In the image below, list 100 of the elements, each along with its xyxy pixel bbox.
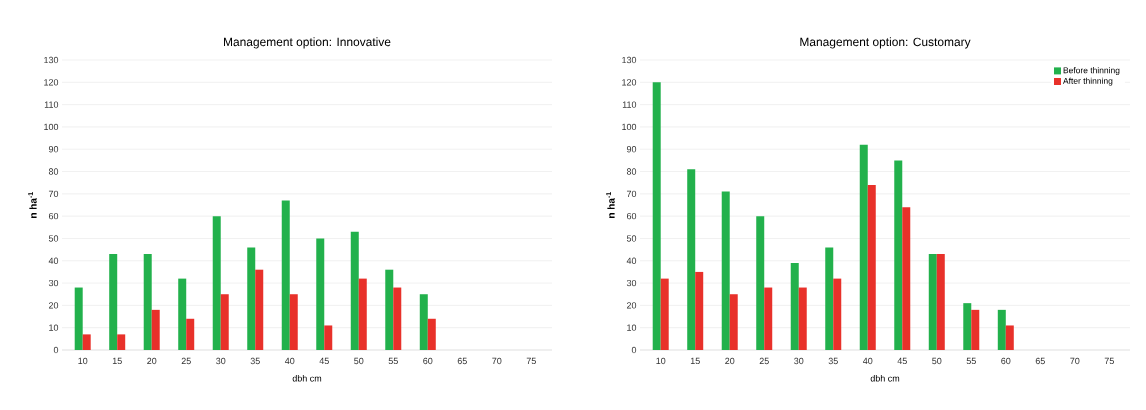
chart-title: Management option: Customary [800, 37, 971, 49]
y-tick-label: 60 [626, 212, 637, 220]
x-axis-title: dbh cm [292, 374, 322, 382]
y-tick-label: 10 [627, 324, 637, 331]
y-tick-label: 40 [48, 257, 59, 264]
bar [117, 334, 126, 350]
legend-label: Before thinning [1063, 67, 1120, 75]
x-tick-label: 15 [690, 357, 700, 365]
y-tick-label: 70 [48, 190, 59, 198]
x-tick-label: 20 [147, 357, 157, 365]
x-tick-label: 75 [1104, 357, 1114, 365]
bar [316, 238, 325, 350]
bar [178, 278, 187, 350]
bar [867, 184, 876, 350]
bar [151, 309, 160, 350]
bar [790, 263, 799, 350]
bar [833, 278, 842, 350]
x-tick-label: 55 [388, 357, 398, 365]
y-tick-label: 80 [48, 168, 59, 175]
bar [186, 318, 195, 350]
y-tick-label: 70 [626, 190, 637, 198]
x-tick-label: 35 [250, 357, 260, 365]
x-tick-label: 30 [794, 357, 804, 365]
bar [324, 325, 333, 350]
bar [687, 169, 696, 350]
bar [393, 287, 402, 350]
x-tick-label: 65 [1035, 357, 1045, 365]
bar [419, 294, 428, 350]
y-tick-label: 90 [48, 146, 59, 153]
x-axis-title: dbh cm [870, 374, 900, 382]
x-tick-label: 20 [725, 357, 735, 365]
y-tick-label: 50 [48, 235, 59, 242]
bar [143, 254, 152, 350]
y-tick-label: 110 [44, 101, 59, 108]
x-tick-label: 60 [423, 357, 433, 365]
y-tick-label: 90 [626, 146, 637, 153]
bar [652, 82, 661, 350]
y-tick-label: 110 [622, 101, 637, 108]
bar [764, 287, 773, 350]
bar [220, 294, 229, 350]
x-tick-label: 50 [932, 357, 942, 365]
x-tick-label: 45 [319, 357, 329, 365]
bar [729, 294, 738, 350]
bar [358, 278, 367, 350]
x-tick-label: 50 [354, 357, 364, 365]
bar [109, 254, 118, 350]
x-tick-label: 75 [526, 357, 536, 365]
bar [971, 309, 980, 350]
x-tick-label: 70 [492, 357, 502, 365]
bar [385, 269, 394, 350]
x-tick-label: 45 [897, 357, 907, 365]
bar [825, 247, 834, 350]
y-tick-label: 60 [48, 212, 59, 220]
bar [281, 200, 290, 350]
y-tick-label: 50 [626, 235, 637, 242]
bar [756, 216, 765, 350]
x-tick-label: 40 [284, 357, 295, 365]
x-tick-label: 70 [1070, 357, 1080, 365]
bar [74, 287, 83, 350]
y-axis-title: n ha$^{-1}$ [606, 192, 615, 218]
x-tick-label: 15 [112, 357, 122, 365]
bar [247, 247, 256, 350]
bar [289, 294, 298, 350]
y-tick-label: 40 [626, 257, 637, 264]
y-tick-label: 10 [49, 324, 59, 331]
bar [721, 191, 730, 350]
y-tick-label: 100 [44, 123, 59, 131]
y-tick-label: 30 [48, 279, 59, 287]
bar [350, 231, 359, 350]
y-tick-label: 0 [631, 346, 637, 354]
bar [936, 254, 945, 350]
x-tick-label: 10 [78, 357, 88, 365]
y-tick-label: 20 [48, 302, 59, 309]
x-tick-label: 60 [1001, 357, 1011, 365]
bar [902, 207, 911, 350]
x-tick-label: 40 [862, 357, 873, 365]
x-tick-label: 55 [966, 357, 976, 365]
bar [427, 318, 436, 350]
bar [798, 287, 807, 350]
bar [1005, 325, 1014, 350]
y-tick-label: 130 [622, 56, 637, 64]
y-tick-label: 0 [53, 346, 59, 354]
y-axis-title: n ha$^{-1}$ [28, 192, 37, 218]
x-tick-label: 10 [656, 357, 666, 365]
bar [695, 271, 704, 350]
bar [660, 278, 669, 350]
x-tick-label: 65 [457, 357, 467, 365]
y-tick-label: 120 [44, 79, 59, 86]
y-tick-label: 120 [622, 79, 637, 86]
y-tick-label: 30 [626, 279, 637, 287]
bar [928, 254, 937, 350]
y-tick-label: 80 [626, 168, 637, 175]
bar [212, 216, 221, 350]
x-tick-label: 25 [759, 357, 769, 365]
x-tick-label: 35 [828, 357, 838, 365]
bar [963, 303, 972, 350]
legend-label: After thinning [1062, 77, 1113, 86]
bar [82, 334, 91, 350]
x-tick-label: 30 [216, 357, 226, 365]
y-tick-label: 130 [44, 56, 59, 64]
